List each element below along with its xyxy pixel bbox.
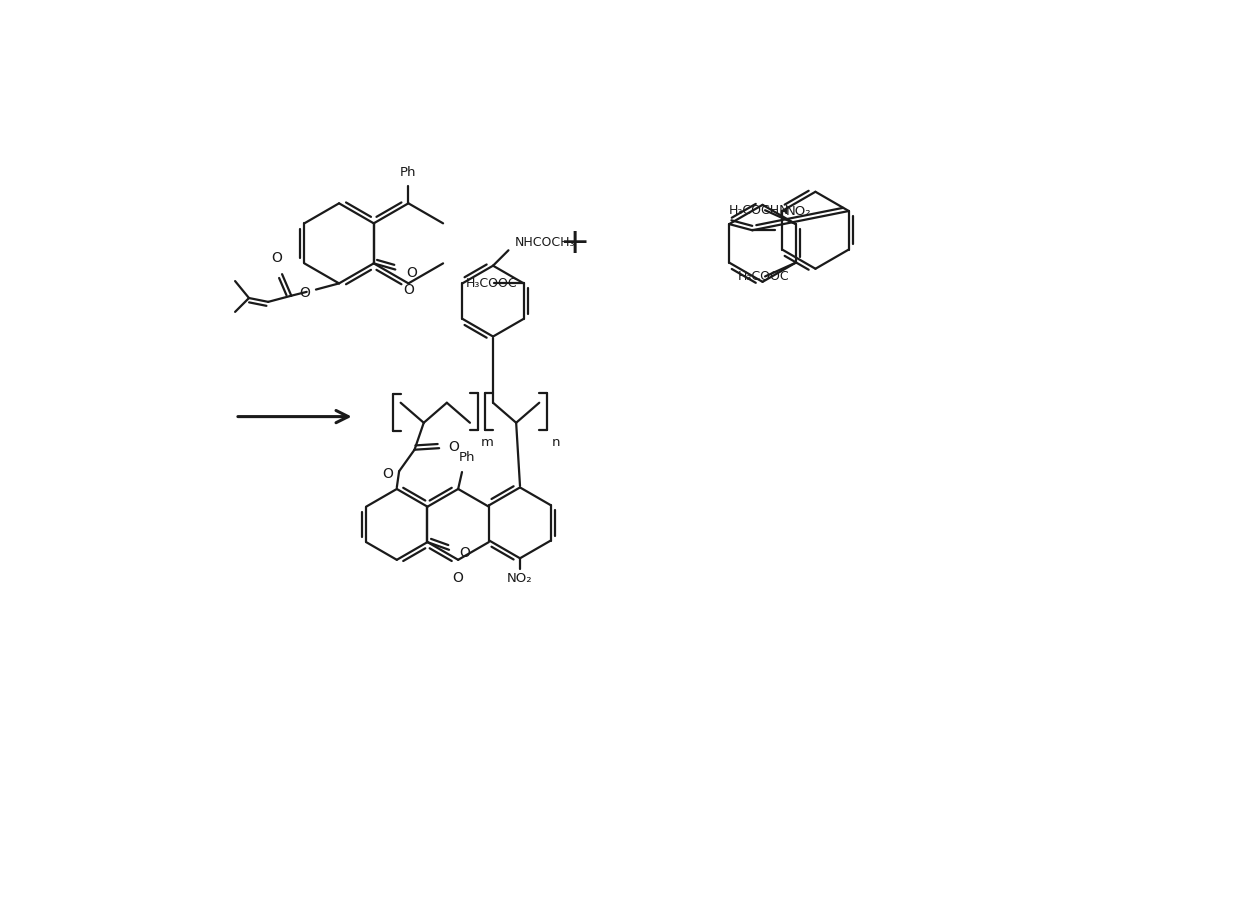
Text: O: O <box>459 546 470 560</box>
Text: m: m <box>480 436 494 449</box>
Text: H₃COOC: H₃COOC <box>466 277 517 290</box>
Text: +: + <box>559 226 589 261</box>
Text: O: O <box>403 283 414 298</box>
Text: O: O <box>405 265 417 280</box>
Text: n: n <box>552 436 560 449</box>
Text: Ph: Ph <box>459 452 476 464</box>
Text: O: O <box>449 440 459 453</box>
Text: O: O <box>299 286 310 300</box>
Text: H₃COOC: H₃COOC <box>738 270 790 283</box>
Text: NO₂: NO₂ <box>507 572 533 586</box>
Text: O: O <box>272 251 283 265</box>
Text: O: O <box>382 467 393 481</box>
Text: H₃COCHN: H₃COCHN <box>729 204 790 216</box>
Text: NHCOCH₃: NHCOCH₃ <box>515 235 575 249</box>
Text: Ph: Ph <box>401 166 417 178</box>
Text: NO₂: NO₂ <box>786 205 812 217</box>
Text: O: O <box>453 570 464 585</box>
